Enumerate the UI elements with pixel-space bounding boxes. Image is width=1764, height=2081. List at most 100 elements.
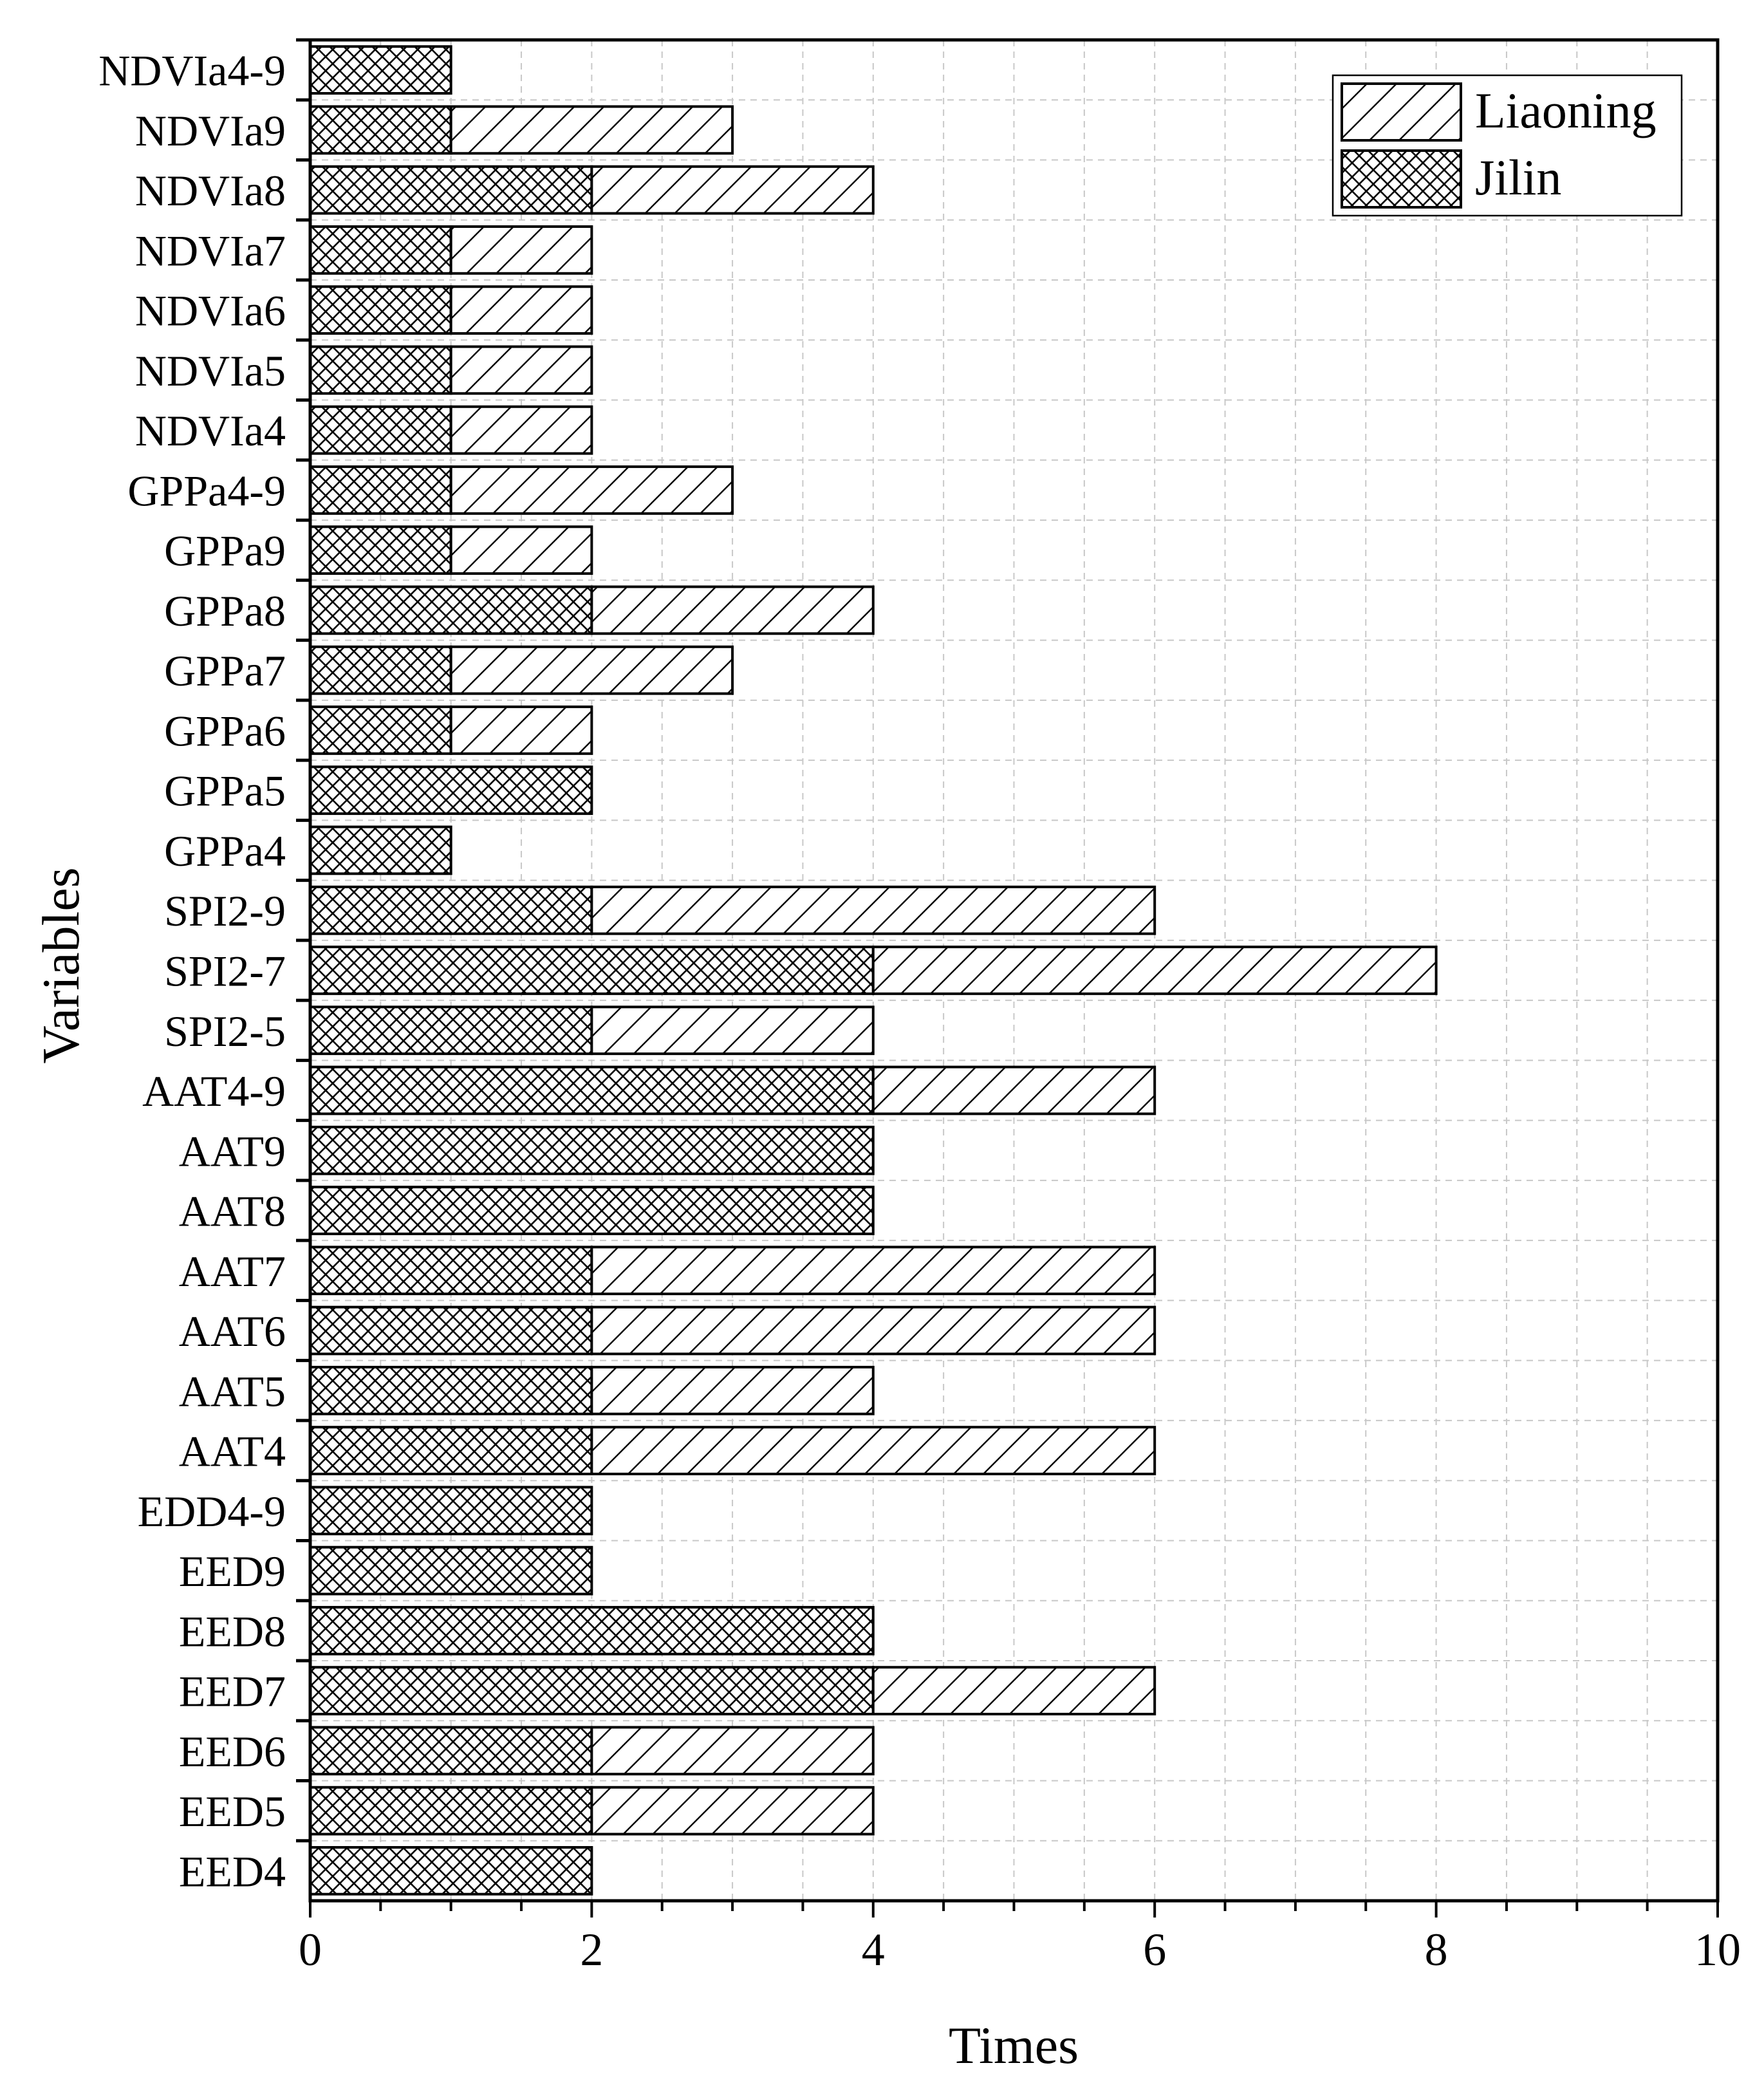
bar-jilin-NDVIa6 (309, 285, 452, 335)
bar-jilin-SPI2-5 (309, 1005, 593, 1056)
axes (296, 38, 1720, 1918)
bar-jilin-NDVIa8 (309, 165, 593, 215)
bar-jilin-GPPa6 (309, 705, 452, 755)
bar-liaoning-AAT7 (590, 1246, 1156, 1296)
y-tick-label: AAT6 (179, 1307, 286, 1356)
y-tick-label: AAT4 (179, 1427, 286, 1476)
bar-jilin-GPPa5 (309, 765, 593, 816)
y-tick-label: AAT5 (179, 1367, 286, 1415)
bar-jilin-NDVIa7 (309, 225, 452, 275)
bar-liaoning-GPPa4-9 (449, 465, 734, 515)
y-tick-label: EED5 (179, 1787, 286, 1836)
x-tick-label: 2 (580, 1924, 603, 1975)
y-tick-label: NDVIa8 (135, 166, 286, 215)
legend-swatch-liaoning (1341, 82, 1462, 142)
y-tick-label: AAT8 (179, 1187, 286, 1236)
bar-liaoning-NDVIa9 (449, 105, 734, 155)
bar-liaoning-SPI2-5 (590, 1005, 875, 1056)
bar-liaoning-EED6 (590, 1726, 875, 1776)
x-tick-label: 8 (1425, 1924, 1448, 1975)
bar-jilin-SPI2-7 (309, 946, 875, 995)
bar-liaoning-GPPa6 (449, 705, 593, 755)
y-tick-label: EED8 (179, 1607, 286, 1656)
legend-label-jilin: Jilin (1475, 149, 1561, 205)
x-tick-label: 4 (862, 1924, 885, 1975)
bar-jilin-AAT4 (309, 1426, 593, 1475)
y-tick-label: EED6 (179, 1727, 286, 1776)
bar-jilin-AAT8 (309, 1186, 875, 1235)
bar-liaoning-NDVIa6 (449, 285, 593, 335)
y-tick-label: NDVIa9 (135, 106, 286, 155)
y-tick-label: GPPa8 (164, 586, 286, 635)
bar-jilin-SPI2-9 (309, 885, 593, 935)
y-tick-label: NDVIa4 (135, 406, 286, 455)
bar-liaoning-NDVIa5 (449, 345, 593, 395)
y-tick-label: SPI2-7 (164, 947, 286, 996)
y-tick-label: EDD4-9 (138, 1487, 286, 1536)
y-tick-label: AAT9 (179, 1126, 286, 1175)
bar-liaoning-EED5 (590, 1786, 875, 1836)
y-tick-label: SPI2-5 (164, 1007, 286, 1056)
y-axis-title: Variables (32, 867, 90, 1063)
legend: Liaoning Jilin (1332, 74, 1683, 217)
bar-liaoning-GPPa9 (449, 525, 593, 575)
y-tick-label: EED7 (179, 1667, 286, 1716)
bar-jilin-NDVIa9 (309, 105, 452, 155)
y-tick-label: GPPa4-9 (127, 466, 286, 515)
bar-jilin-EED7 (309, 1666, 875, 1715)
bar-liaoning-NDVIa8 (590, 165, 875, 215)
y-tick-label: GPPa9 (164, 527, 286, 575)
bar-jilin-AAT4-9 (309, 1065, 875, 1115)
bar-liaoning-EED7 (871, 1666, 1156, 1715)
y-tick-label: NDVIa6 (135, 286, 286, 335)
bar-jilin-GPPa4-9 (309, 465, 452, 515)
bar-liaoning-GPPa7 (449, 645, 734, 695)
bar-liaoning-SPI2-9 (590, 885, 1156, 935)
bar-jilin-EED5 (309, 1786, 593, 1836)
tick-labels: NDVIa4-9 NDVIa9 NDVIa8 NDVIa7 NDVIa6 NDVIa5 ND… (98, 46, 1741, 1975)
bar-jilin-EED6 (309, 1726, 593, 1776)
bar-liaoning-AAT4-9 (871, 1065, 1156, 1115)
bar-liaoning-AAT4 (590, 1426, 1156, 1475)
y-tick-label: GPPa6 (164, 706, 286, 755)
bar-jilin-EED9 (309, 1545, 593, 1596)
bar-jilin-EDD4-9 (309, 1486, 593, 1536)
y-tick-label: AAT4-9 (142, 1067, 286, 1115)
bar-jilin-AAT6 (309, 1305, 593, 1356)
y-tick-label: GPPa7 (164, 646, 286, 695)
legend-swatch-jilin (1341, 149, 1462, 209)
bar-jilin-NDVIa5 (309, 345, 452, 395)
bar-jilin-NDVIa4 (309, 405, 452, 455)
y-tick-label: AAT7 (179, 1247, 286, 1296)
bar-liaoning-AAT6 (590, 1305, 1156, 1356)
x-tick-label: 0 (299, 1924, 322, 1975)
x-tick-label: 6 (1143, 1924, 1166, 1975)
y-tick-label: NDVIa5 (135, 346, 286, 395)
bar-liaoning-NDVIa7 (449, 225, 593, 275)
bar-liaoning-SPI2-7 (871, 946, 1438, 995)
y-tick-label: NDVIa4-9 (98, 46, 286, 95)
bar-jilin-GPPa8 (309, 585, 593, 635)
y-tick-label: NDVIa7 (135, 226, 286, 275)
bar-jilin-NDVIa4-9 (309, 45, 452, 95)
y-tick-label: EED4 (179, 1847, 286, 1896)
bar-jilin-AAT5 (309, 1365, 593, 1415)
y-tick-label: EED9 (179, 1547, 286, 1596)
bar-jilin-EED8 (309, 1605, 875, 1656)
bar-jilin-GPPa4 (309, 825, 452, 875)
x-tick-label: 10 (1694, 1924, 1741, 1975)
bar-liaoning-GPPa8 (590, 585, 875, 635)
y-tick-label: GPPa4 (164, 826, 286, 875)
bar-liaoning-AAT5 (590, 1365, 875, 1415)
y-tick-label: GPPa5 (164, 767, 286, 816)
bar-jilin-AAT9 (309, 1125, 875, 1175)
bar-jilin-AAT7 (309, 1246, 593, 1296)
bar-liaoning-NDVIa4 (449, 405, 593, 455)
legend-label-liaoning: Liaoning (1475, 82, 1657, 138)
bar-jilin-EED4 (309, 1846, 593, 1896)
x-axis-title: Times (949, 2016, 1079, 2075)
bar-jilin-GPPa9 (309, 525, 452, 575)
bar-jilin-GPPa7 (309, 645, 452, 695)
y-tick-label: SPI2-9 (164, 886, 286, 935)
